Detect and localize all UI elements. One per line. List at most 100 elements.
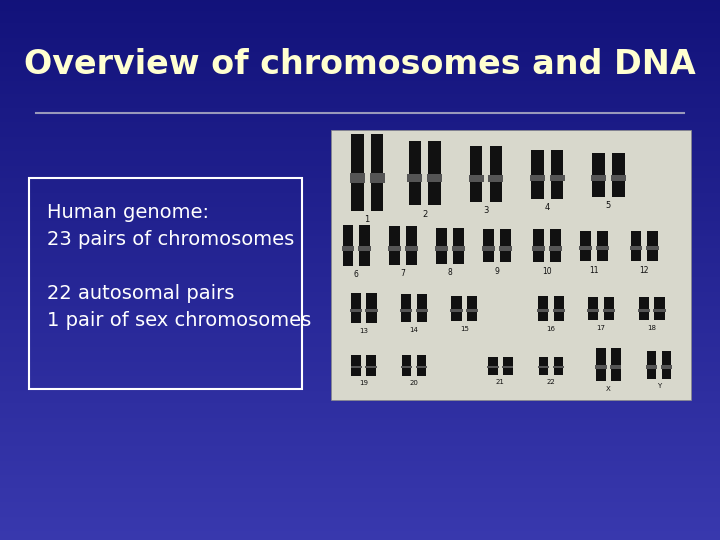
Bar <box>406 226 417 265</box>
Bar <box>0 56 720 58</box>
Bar <box>0 76 720 77</box>
Bar <box>0 282 720 285</box>
Bar <box>0 166 720 167</box>
Bar <box>0 414 720 416</box>
Bar <box>611 348 621 381</box>
Text: 8: 8 <box>448 268 452 277</box>
Bar <box>0 293 720 295</box>
Bar <box>554 357 563 375</box>
Bar <box>549 246 562 251</box>
Bar <box>427 174 442 183</box>
Bar <box>0 39 720 42</box>
Bar <box>0 209 720 211</box>
Bar <box>0 304 720 306</box>
Text: 4: 4 <box>544 203 550 212</box>
Bar <box>551 150 563 199</box>
Bar <box>0 146 720 147</box>
Bar <box>0 522 720 524</box>
Bar <box>0 266 720 268</box>
Bar <box>647 231 658 261</box>
Bar <box>0 12 720 15</box>
Bar <box>0 151 720 153</box>
Bar <box>0 367 720 369</box>
Bar <box>0 376 720 378</box>
Bar <box>0 430 720 432</box>
Bar <box>0 356 720 358</box>
Bar <box>503 357 513 375</box>
Bar <box>0 366 720 367</box>
Bar <box>0 448 720 450</box>
Bar <box>350 308 361 313</box>
Bar <box>0 187 720 189</box>
Bar <box>0 133 720 135</box>
Bar <box>0 535 720 536</box>
Bar <box>0 403 720 405</box>
Bar <box>0 157 720 158</box>
Bar <box>0 302 720 304</box>
Bar <box>603 309 615 312</box>
Bar <box>0 117 720 119</box>
Bar <box>0 441 720 443</box>
Bar <box>580 231 591 261</box>
Text: 16: 16 <box>546 326 555 332</box>
Bar <box>0 265 720 266</box>
Bar <box>351 355 361 376</box>
Bar <box>0 506 720 508</box>
Text: 21: 21 <box>496 379 505 385</box>
Bar <box>483 229 494 262</box>
Text: 9: 9 <box>495 267 499 276</box>
Bar <box>365 366 377 368</box>
Bar <box>0 292 720 293</box>
Bar <box>0 194 720 196</box>
Bar <box>0 5 720 7</box>
Bar <box>0 43 720 45</box>
Text: 20: 20 <box>410 380 418 386</box>
Bar <box>0 66 720 69</box>
Bar <box>539 357 548 375</box>
Bar <box>0 54 720 56</box>
Bar <box>401 294 411 322</box>
Bar <box>0 358 720 360</box>
Bar <box>596 246 609 251</box>
Bar <box>0 221 720 223</box>
Bar <box>0 420 720 421</box>
Bar <box>549 175 564 181</box>
Bar <box>638 309 649 312</box>
Bar <box>0 74 720 76</box>
Bar <box>0 457 720 459</box>
Bar <box>0 351 720 353</box>
Bar <box>351 366 362 368</box>
Bar <box>0 126 720 128</box>
Bar <box>0 52 720 54</box>
Bar <box>0 529 720 531</box>
Bar <box>0 113 720 115</box>
Bar <box>0 131 720 133</box>
Bar <box>0 70 720 72</box>
Bar <box>0 241 720 243</box>
Bar <box>0 464 720 466</box>
Bar <box>0 518 720 520</box>
Bar <box>0 268 720 270</box>
Bar <box>0 211 720 212</box>
Bar <box>0 27 720 29</box>
Bar <box>0 380 720 382</box>
Bar <box>610 365 621 369</box>
Text: 12: 12 <box>639 266 649 275</box>
Bar <box>0 103 720 104</box>
Bar <box>534 229 544 262</box>
Bar <box>0 353 720 355</box>
Bar <box>531 150 544 199</box>
Bar <box>0 455 720 457</box>
Bar <box>0 349 720 351</box>
Text: 10: 10 <box>542 267 552 276</box>
Bar <box>0 336 720 339</box>
Bar <box>0 50 720 52</box>
Bar <box>0 263 720 265</box>
Bar <box>0 258 720 259</box>
Bar <box>0 398 720 400</box>
Bar <box>0 538 720 540</box>
Bar <box>0 340 720 342</box>
Bar <box>0 34 720 36</box>
Text: 1: 1 <box>364 215 370 224</box>
Bar <box>0 173 720 174</box>
